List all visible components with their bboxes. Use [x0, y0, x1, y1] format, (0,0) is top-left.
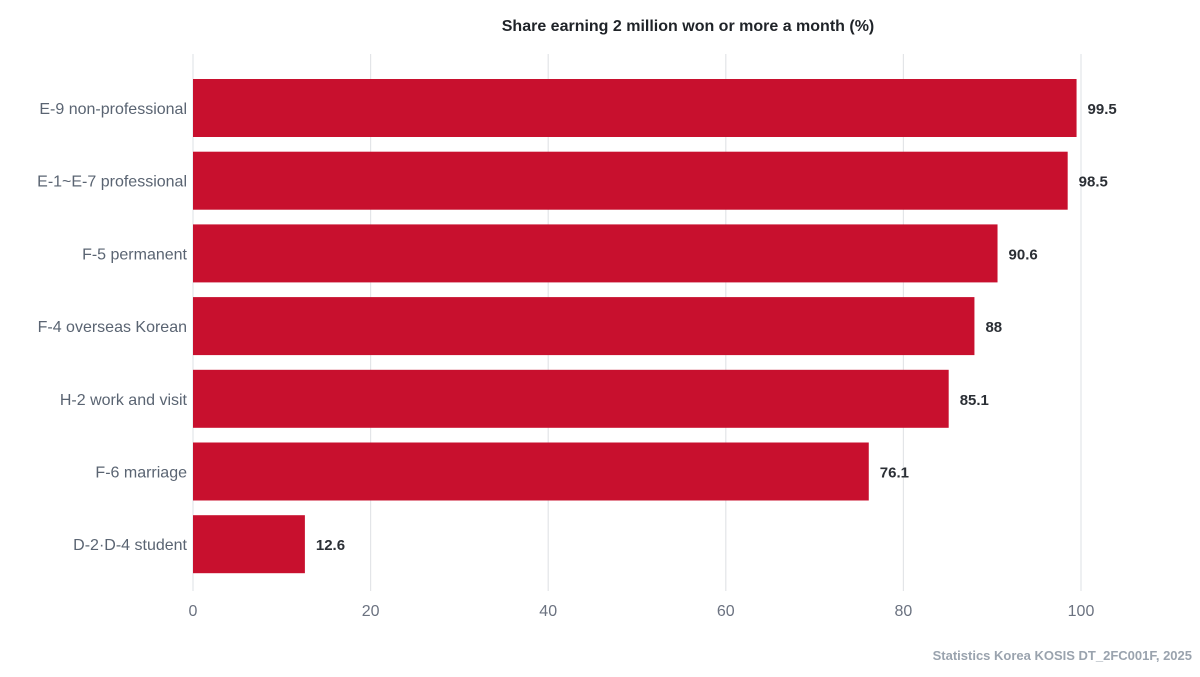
- value-label: 12.6: [316, 537, 345, 554]
- x-axis-tick-labels: 0 20 40 60 80 100: [189, 603, 1095, 620]
- bar: [193, 515, 305, 574]
- category-label: E-9 non-professional: [39, 101, 187, 118]
- value-label: 90.6: [1009, 246, 1038, 263]
- x-tick-label: 0: [189, 603, 198, 620]
- category-label: F-4 overseas Korean: [38, 319, 187, 336]
- bar: [193, 369, 949, 428]
- source-note: Statistics Korea KOSIS DT_2FC001F, 2025: [933, 648, 1192, 663]
- bar: [193, 297, 975, 356]
- value-label: 76.1: [880, 465, 909, 482]
- x-tick-label: 60: [717, 603, 735, 620]
- category-label: F-5 permanent: [82, 246, 187, 263]
- bar: [193, 79, 1077, 137]
- category-label: D-2·D-4 student: [73, 537, 187, 554]
- value-labels: 99.5 98.5 90.6 88 85.1 76.1 12.6: [316, 101, 1117, 554]
- bar: [193, 442, 869, 501]
- chart-title: Share earning 2 million won or more a mo…: [502, 18, 875, 35]
- category-label: H-2 work and visit: [60, 392, 188, 409]
- category-labels: E-9 non-professional E-1~E-7 professional…: [37, 101, 187, 554]
- value-label: 98.5: [1079, 174, 1108, 191]
- category-label: E-1~E-7 professional: [37, 174, 187, 191]
- bar: [193, 224, 998, 283]
- value-label: 88: [985, 319, 1002, 336]
- x-tick-label: 100: [1068, 603, 1095, 620]
- x-tick-label: 40: [539, 603, 557, 620]
- bar: [193, 151, 1068, 210]
- x-tick-label: 80: [895, 603, 913, 620]
- x-tick-label: 20: [362, 603, 380, 620]
- bars: [193, 79, 1077, 574]
- value-label: 99.5: [1088, 101, 1117, 118]
- value-label: 85.1: [960, 392, 989, 409]
- category-label: F-6 marriage: [95, 465, 187, 482]
